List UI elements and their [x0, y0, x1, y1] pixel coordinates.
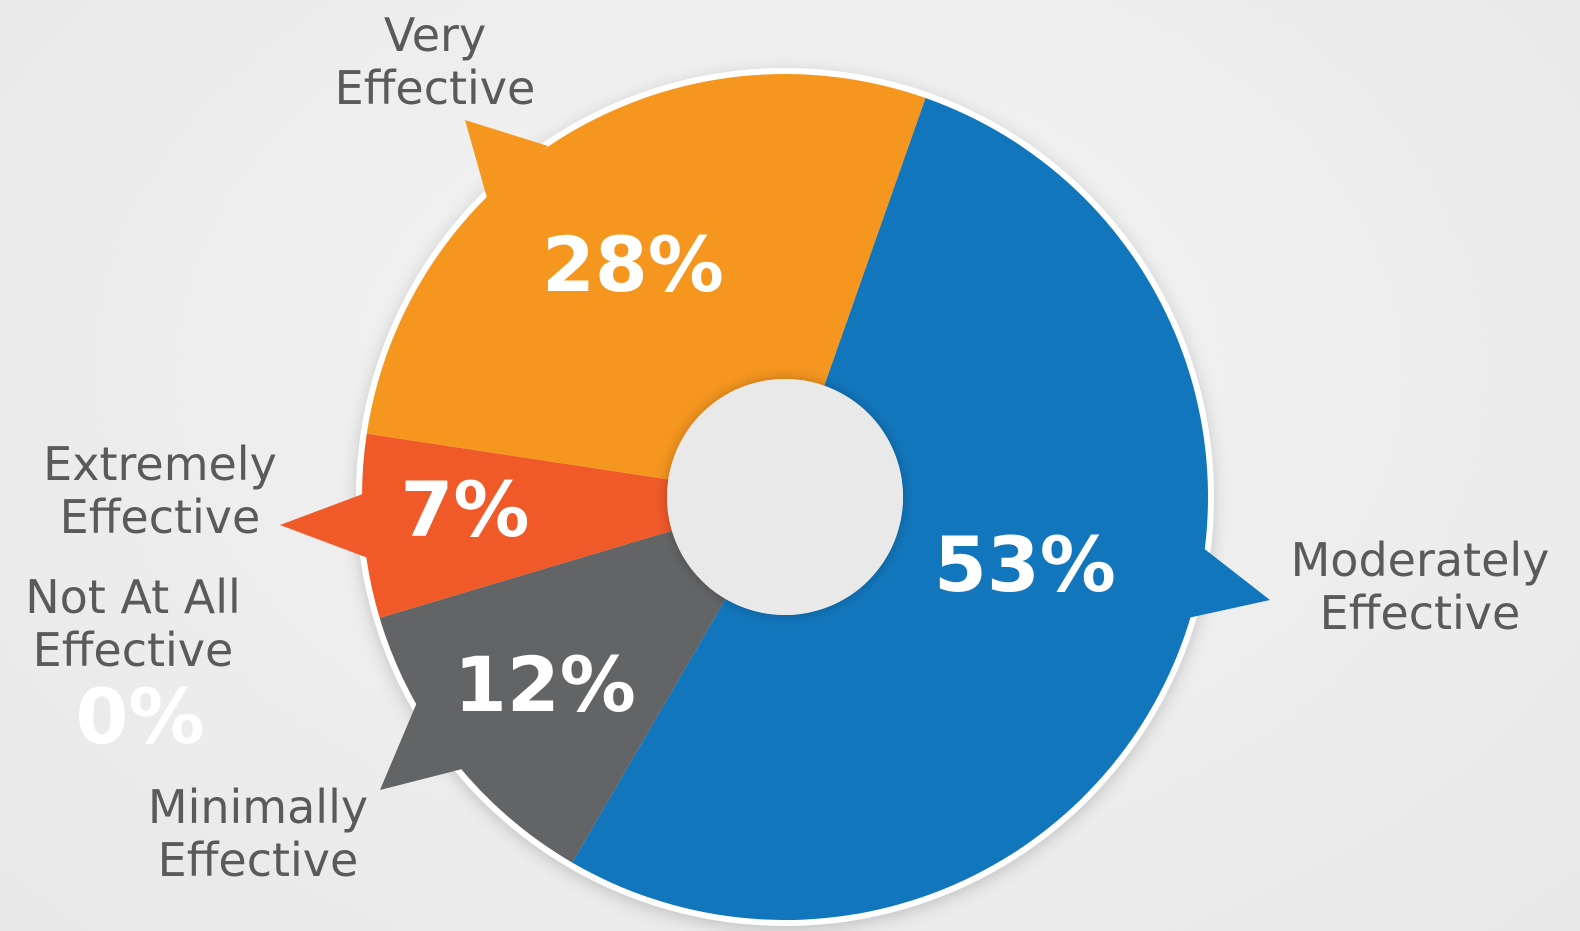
donut-hole	[667, 379, 903, 615]
callout-pointer	[465, 120, 548, 198]
category-label: Very Effective	[335, 8, 536, 115]
callout-pointer	[280, 492, 368, 558]
value-label: 53%	[934, 520, 1116, 609]
callout-pointer	[1188, 540, 1270, 618]
slices	[280, 74, 1270, 921]
donut-slice	[379, 530, 726, 863]
category-label: Extremely Effective	[43, 437, 277, 544]
category-label: Not At All Effective	[25, 570, 241, 677]
donut-slice	[572, 98, 1208, 921]
category-label: Moderately Effective	[1291, 533, 1550, 640]
value-label: 7%	[400, 465, 529, 554]
value-label: 12%	[454, 640, 636, 729]
callout-pointer	[380, 700, 478, 790]
donut-slice	[361, 433, 672, 618]
category-label: Minimally Effective	[148, 780, 368, 887]
labels: Moderately Effective 53% Minimally Effective…	[25, 8, 1549, 887]
value-label: 0%	[75, 672, 204, 761]
value-label: 28%	[542, 220, 724, 309]
donut-slice	[366, 74, 926, 480]
